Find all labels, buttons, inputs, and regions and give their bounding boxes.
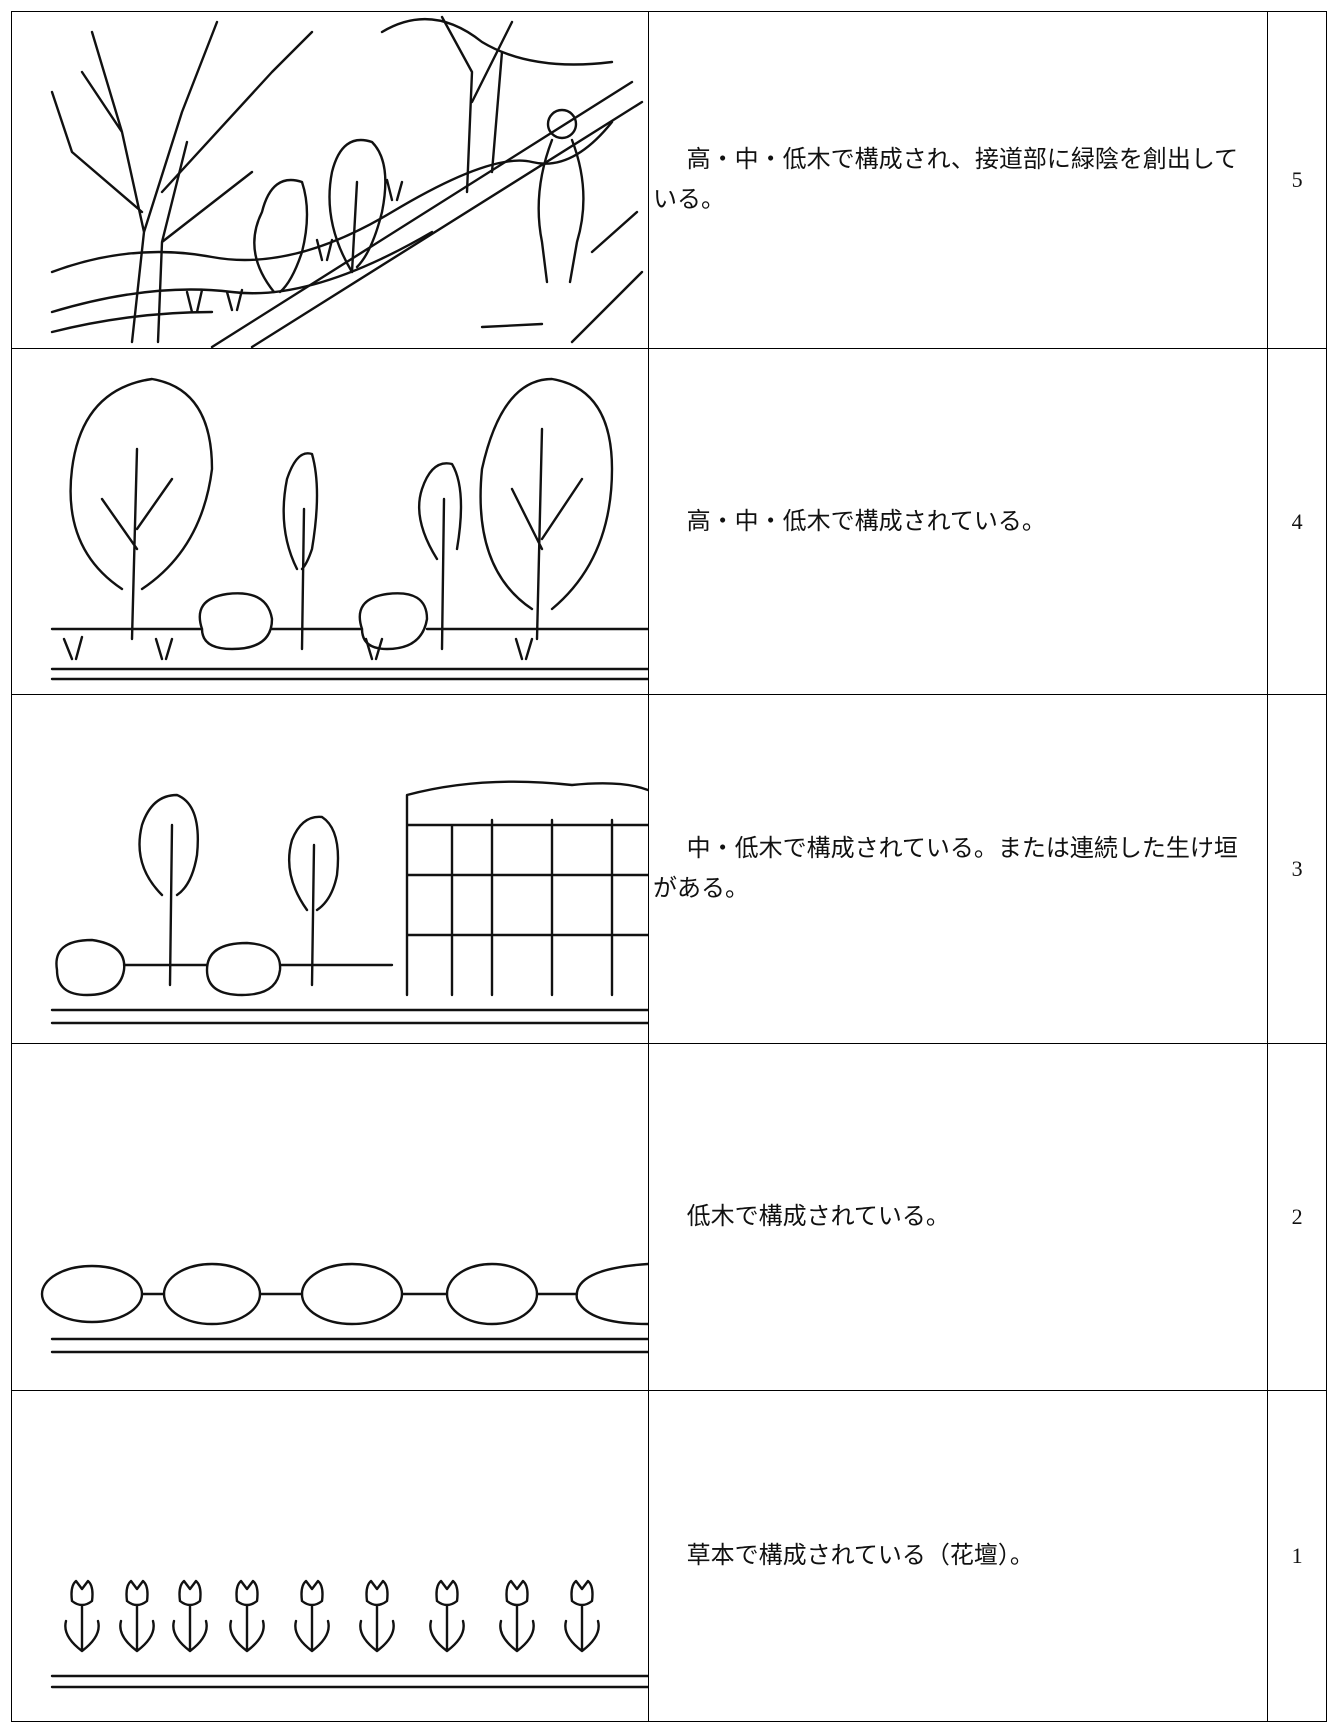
sketch-cell: [11, 1043, 649, 1391]
sketch-flower-bed: [50, 1579, 648, 1689]
criteria-table: 高・中・低木で構成され、接道部に緑陰を創出している。 5 高・中・低木で構成され…: [11, 11, 1327, 1722]
description: 高・中・低木で構成され、接道部に緑陰を創出している。: [647, 11, 1269, 349]
score: 2: [1267, 1043, 1327, 1391]
row: 低木で構成されている。 2: [11, 1043, 1327, 1391]
sketch-cell: [11, 1390, 649, 1722]
sketch-trees-road: [50, 15, 644, 348]
score: 5: [1267, 11, 1327, 349]
description: 高・中・低木で構成されている。: [647, 348, 1269, 695]
row: 草本で構成されている（花壇）。 1: [11, 1390, 1327, 1722]
description: 中・低木で構成されている。または連続した生け垣がある。: [647, 694, 1269, 1044]
sketch-mid-low-hedge: [50, 780, 648, 1025]
sketch-tall-mid-low: [50, 377, 648, 681]
sketch-low-shrubs: [40, 1262, 648, 1354]
row: 高・中・低木で構成され、接道部に緑陰を創出している。 5: [11, 11, 1327, 349]
score: 3: [1267, 694, 1327, 1044]
sketch-cell: [11, 11, 649, 349]
score: 1: [1267, 1390, 1327, 1722]
row: 高・中・低木で構成されている。 4: [11, 348, 1327, 695]
description: 低木で構成されている。: [647, 1043, 1269, 1391]
sketch-cell: [11, 348, 649, 695]
row: 中・低木で構成されている。または連続した生け垣がある。 3: [11, 694, 1327, 1044]
sketch-cell: [11, 694, 649, 1044]
description: 草本で構成されている（花壇）。: [647, 1390, 1269, 1722]
score: 4: [1267, 348, 1327, 695]
